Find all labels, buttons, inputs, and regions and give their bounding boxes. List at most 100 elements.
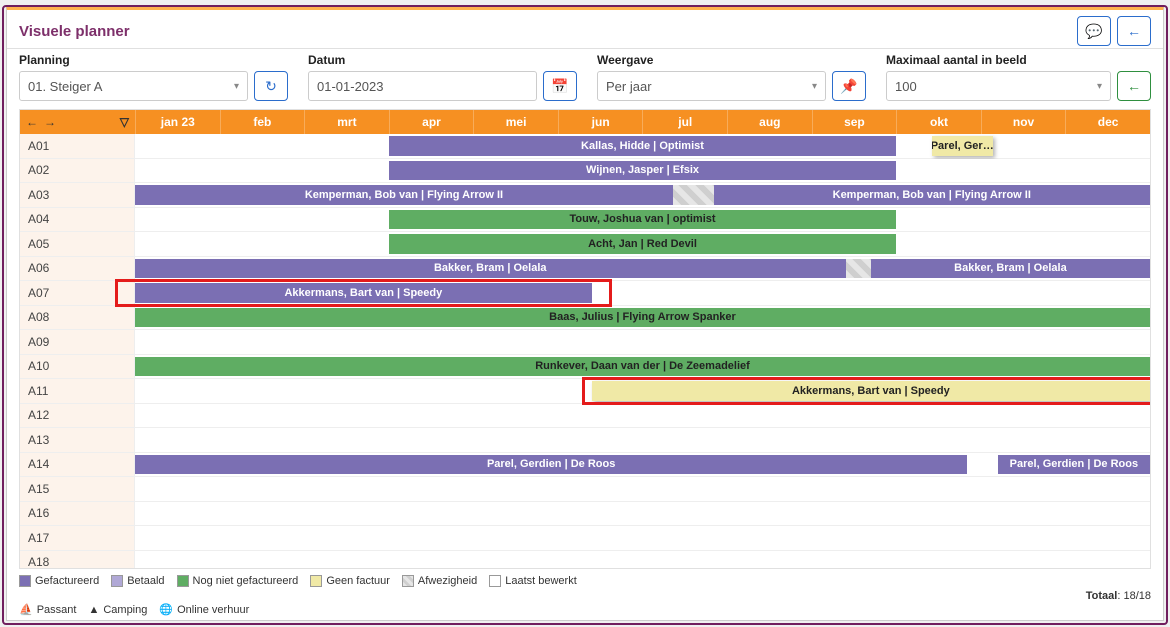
row-label: A16 (20, 502, 135, 526)
gantt-body[interactable]: A01Kallas, Hidde | OptimistParel, Ger…A0… (20, 134, 1150, 568)
gantt-bar[interactable] (673, 185, 714, 205)
next-icon[interactable]: → (44, 115, 56, 129)
row-cells: Akkermans, Bart van | Speedy (135, 281, 1150, 305)
weergave-select[interactable]: Per jaar▾ (597, 71, 826, 101)
row-label: A14 (20, 453, 135, 477)
month-header: aug (727, 110, 812, 134)
gantt-row: A01 Kallas, Hidde | Optimist Parel, Ger… (20, 134, 1150, 159)
gantt-bar[interactable]: Akkermans, Bart van | Speedy (592, 381, 1150, 401)
legend-extra-icon: 🌐 (159, 603, 173, 616)
month-header: mei (473, 110, 558, 134)
gantt-row: A05 Acht, Jan | Red Devil (20, 232, 1150, 257)
row-label: A18 (20, 551, 135, 569)
legend-item: Afwezigheid (402, 575, 477, 587)
chevron-down-icon: ▾ (812, 81, 817, 92)
gantt-bar[interactable]: Acht, Jan | Red Devil (389, 234, 897, 254)
row-label: A12 (20, 404, 135, 428)
legend-extra: ⛵Passant (19, 603, 76, 616)
row-cells: Baas, Julius | Flying Arrow Spanker (135, 306, 1150, 330)
legend-swatch (402, 575, 414, 587)
gantt-bar[interactable]: Runkever, Daan van der | De Zeemadelief (135, 357, 1150, 377)
gantt-row: A14Parel, Gerdien | De RoosParel, Gerdie… (20, 453, 1150, 478)
filter-icon[interactable]: ▽ (120, 115, 129, 129)
row-cells (135, 502, 1150, 526)
chat-icon[interactable]: 💬 (1077, 16, 1111, 46)
gantt-bar[interactable] (846, 259, 871, 279)
gantt-row: A18 (20, 551, 1150, 569)
legend-item: Geen factuur (310, 575, 390, 587)
row-label: A13 (20, 428, 135, 452)
gantt-bar[interactable]: Kemperman, Bob van | Flying Arrow II (714, 185, 1150, 205)
gantt-bar[interactable]: Wijnen, Jasper | Efsix (389, 161, 897, 181)
gantt-row: A17 (20, 526, 1150, 551)
row-cells: Acht, Jan | Red Devil (135, 232, 1150, 256)
gantt-side-header: ← → ▽ (20, 110, 135, 134)
gantt-row: A07Akkermans, Bart van | Speedy (20, 281, 1150, 306)
gantt-row: A16 (20, 502, 1150, 527)
legend-total: Totaal: 18/18 (1086, 590, 1151, 602)
gantt-bar[interactable]: Parel, Ger… (932, 136, 993, 156)
planner-frame: Visuele planner 💬 ← Planning 01. Steiger… (6, 6, 1164, 621)
gantt-row: A15 (20, 477, 1150, 502)
month-header: apr (389, 110, 474, 134)
row-cells: Bakker, Bram | Oelala Bakker, Bram | Oela… (135, 257, 1150, 281)
legend-extra-icon: ⛵ (19, 603, 33, 616)
legend: GefactureerdBetaaldNog niet gefactureerd… (7, 569, 1163, 620)
gantt: ← → ▽ jan 23febmrtaprmeijunjulaugsepoktn… (19, 109, 1151, 569)
gantt-row: A06Bakker, Bram | OelalaBakker, Bram | O… (20, 257, 1150, 282)
row-label: A15 (20, 477, 135, 501)
month-header: okt (896, 110, 981, 134)
gantt-row: A04 Touw, Joshua van | optimist (20, 208, 1150, 233)
row-label: A01 (20, 134, 135, 158)
filter-planning: Planning 01. Steiger A▾ ↻ (19, 53, 288, 101)
back-icon[interactable]: ← (1117, 16, 1151, 46)
row-label: A07 (20, 281, 135, 305)
row-cells (135, 404, 1150, 428)
gantt-row: A13 (20, 428, 1150, 453)
row-label: A11 (20, 379, 135, 403)
legend-item: Laatst bewerkt (489, 575, 577, 587)
month-header: jul (642, 110, 727, 134)
date-input[interactable]: 01-01-2023 (308, 71, 537, 101)
row-label: A02 (20, 159, 135, 183)
filters-row: Planning 01. Steiger A▾ ↻ Datum 01-01-20… (7, 49, 1163, 109)
row-label: A04 (20, 208, 135, 232)
gantt-row: A10Runkever, Daan van der | De Zeemadeli… (20, 355, 1150, 380)
row-cells: Akkermans, Bart van | Speedy (135, 379, 1150, 403)
row-label: A17 (20, 526, 135, 550)
gantt-bar[interactable]: Bakker, Bram | Oelala (135, 259, 846, 279)
row-label: A05 (20, 232, 135, 256)
legend-item: Betaald (111, 575, 164, 587)
legend-extra: ▲Camping (88, 603, 147, 616)
gantt-row: A08Baas, Julius | Flying Arrow Spanker (20, 306, 1150, 331)
gantt-bar[interactable]: Kemperman, Bob van | Flying Arrow II (135, 185, 673, 205)
row-cells (135, 330, 1150, 354)
row-cells: Parel, Gerdien | De Roos Parel, Gerdien |… (135, 453, 1150, 477)
gantt-bar[interactable]: Kallas, Hidde | Optimist (389, 136, 897, 156)
green-back-button[interactable]: ← (1117, 71, 1151, 101)
max-select[interactable]: 100▾ (886, 71, 1111, 101)
month-header: mrt (304, 110, 389, 134)
gantt-bar[interactable]: Parel, Gerdien | De Roos (135, 455, 967, 475)
month-header: feb (220, 110, 305, 134)
gantt-bar[interactable]: Parel, Gerdien | De Roos (998, 455, 1150, 475)
gantt-bar[interactable]: Bakker, Bram | Oelala (871, 259, 1150, 279)
calendar-button[interactable]: 📅 (543, 71, 577, 101)
legend-extra: 🌐Online verhuur (159, 603, 249, 616)
refresh-button[interactable]: ↻ (254, 71, 288, 101)
gantt-bar[interactable]: Touw, Joshua van | optimist (389, 210, 897, 230)
row-label: A03 (20, 183, 135, 207)
month-header: sep (812, 110, 897, 134)
pin-button[interactable]: 📌 (832, 71, 866, 101)
row-label: A10 (20, 355, 135, 379)
row-cells: Touw, Joshua van | optimist (135, 208, 1150, 232)
gantt-bar[interactable]: Baas, Julius | Flying Arrow Spanker (135, 308, 1150, 328)
planning-select[interactable]: 01. Steiger A▾ (19, 71, 248, 101)
gantt-bar[interactable]: Akkermans, Bart van | Speedy (135, 283, 592, 303)
legend-swatch (111, 575, 123, 587)
prev-icon[interactable]: ← (26, 115, 38, 129)
legend-swatch (177, 575, 189, 587)
row-cells (135, 428, 1150, 452)
month-header: nov (981, 110, 1066, 134)
legend-swatch (489, 575, 501, 587)
